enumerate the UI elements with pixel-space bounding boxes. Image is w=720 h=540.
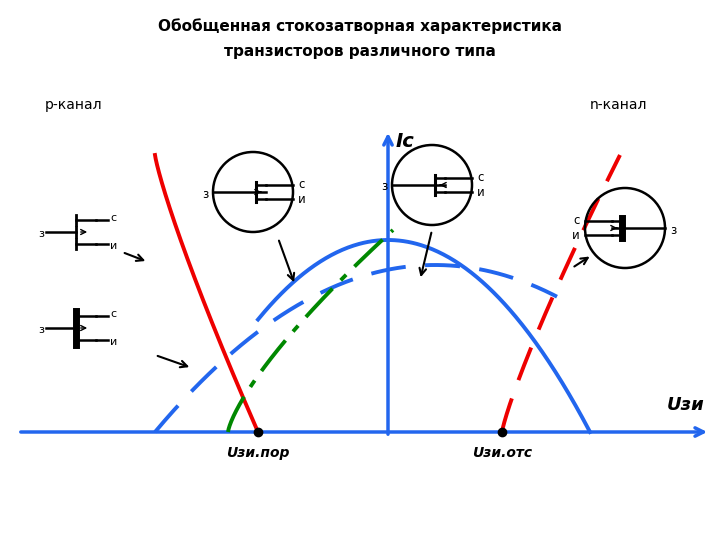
Text: Uзи.отс: Uзи.отс [472, 446, 532, 460]
Text: с: с [477, 171, 483, 184]
Text: и: и [572, 229, 580, 242]
Text: транзисторов различного типа: транзисторов различного типа [224, 44, 496, 59]
Text: с: с [298, 178, 305, 191]
Text: n-канал: n-канал [590, 98, 647, 112]
Text: Ic: Ic [396, 132, 415, 151]
Text: и: и [477, 186, 485, 199]
Text: Обобщенная стокозатворная характеристика: Обобщенная стокозатворная характеристика [158, 18, 562, 33]
Text: и: и [298, 193, 306, 206]
Text: и: и [110, 241, 117, 251]
Text: с: с [574, 214, 580, 227]
Text: с: с [110, 309, 116, 319]
Text: з: з [381, 180, 387, 193]
Text: з: з [202, 187, 208, 200]
Text: и: и [110, 337, 117, 347]
Text: з: з [38, 229, 44, 239]
Text: с: с [110, 213, 116, 223]
Text: Uзи.пор: Uзи.пор [226, 446, 289, 460]
Text: з: з [38, 325, 44, 335]
Text: з: з [670, 224, 676, 237]
Text: Uзи: Uзи [667, 396, 705, 414]
Text: р-канал: р-канал [45, 98, 103, 112]
